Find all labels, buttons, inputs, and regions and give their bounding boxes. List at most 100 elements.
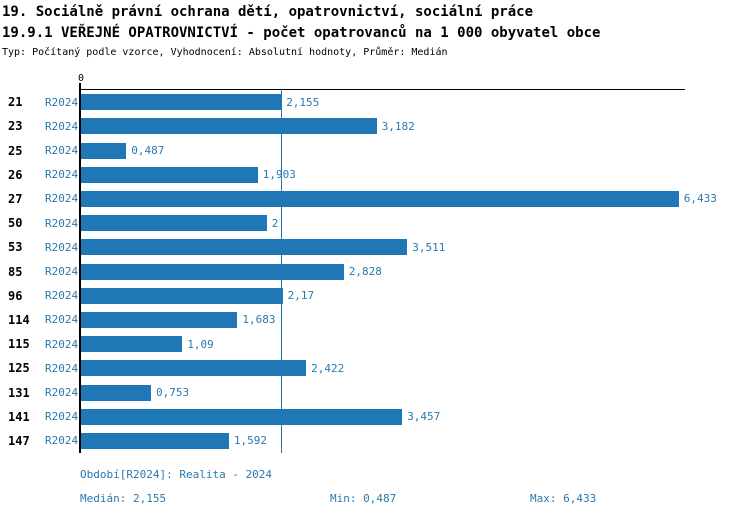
row-category-label: 85 (8, 264, 23, 279)
chart-row: 125 R2024 2,422 (0, 356, 750, 380)
bar-value-label: 1,09 (187, 337, 214, 351)
bar (81, 118, 377, 135)
row-category-label: 53 (8, 240, 23, 255)
row-category-label: 131 (8, 385, 30, 400)
bar-value-label: 2,17 (287, 289, 315, 303)
page-title: 19. Sociálně právní ochrana dětí, opatro… (2, 4, 534, 20)
row-category-label: 21 (8, 95, 23, 110)
row-series-label: R2024 (45, 95, 79, 109)
row-bar-area: 3,457 (81, 405, 750, 429)
bar-value-label: 2,422 (311, 361, 345, 375)
bar (81, 142, 127, 159)
y-axis-line (79, 83, 81, 453)
bar (81, 360, 307, 377)
row-bar-area: 2,17 (81, 284, 750, 308)
bar (81, 384, 151, 401)
chart-title: 19.9.1 VEŘEJNÉ OPATROVNICTVÍ - počet opa… (2, 25, 601, 41)
chart-row: 115 R2024 1,09 (0, 332, 750, 356)
row-series-label: R2024 (45, 119, 79, 133)
row-bar-area: 2,828 (81, 259, 750, 283)
chart-row: 27 R2024 6,433 (0, 187, 750, 211)
row-series-label: R2024 (45, 361, 79, 375)
bar (81, 408, 403, 425)
bar (81, 190, 679, 207)
x-axis-top-line (80, 89, 685, 90)
row-bar-area: 2,155 (81, 90, 750, 114)
bar (81, 336, 183, 353)
row-category-label: 114 (8, 312, 30, 327)
row-series-label: R2024 (45, 265, 79, 279)
bar-value-label: 3,457 (407, 410, 441, 424)
row-bar-area: 2,422 (81, 356, 750, 380)
bar (81, 287, 283, 304)
chart-row: 96 R2024 2,17 (0, 284, 750, 308)
chart-row: 147 R2024 1,592 (0, 429, 750, 453)
row-bar-area: 1,903 (81, 163, 750, 187)
row-bar-area: 1,592 (81, 429, 750, 453)
row-category-label: 25 (8, 143, 23, 158)
row-category-label: 26 (8, 167, 23, 182)
bar-value-label: 6,433 (683, 192, 717, 206)
row-bar-area: 0,753 (81, 380, 750, 404)
footer-period-label: Období[R2024]: Realita - 2024 (80, 468, 273, 481)
row-series-label: R2024 (45, 192, 79, 206)
row-category-label: 50 (8, 216, 23, 231)
chart-row: 25 R2024 0,487 (0, 138, 750, 162)
x-axis-zero-tick-label: 0 (77, 73, 85, 84)
row-series-label: R2024 (45, 337, 79, 351)
row-bar-area: 3,182 (81, 114, 750, 138)
row-category-label: 141 (8, 409, 30, 424)
bar (81, 432, 229, 449)
row-category-label: 27 (8, 191, 23, 206)
row-category-label: 125 (8, 361, 30, 376)
bar-value-label: 0,753 (156, 386, 190, 400)
bar-chart: 21 R2024 2,155 23 R2024 3,182 25 R2024 0,487 26 R2… (0, 90, 750, 453)
footer-min-label: Min: 0,487 (330, 492, 397, 505)
bar-value-label: 1,903 (262, 168, 296, 182)
chart-subtitle: Typ: Počítaný podle vzorce, Vyhodnocení:… (2, 47, 448, 58)
row-series-label: R2024 (45, 386, 79, 400)
bar (81, 239, 408, 256)
chart-row: 131 R2024 0,753 (0, 380, 750, 404)
bar-value-label: 2,828 (348, 265, 382, 279)
bar (81, 166, 258, 183)
row-bar-area: 1,683 (81, 308, 750, 332)
footer-max-label: Max: 6,433 (530, 492, 597, 505)
chart-row: 85 R2024 2,828 (0, 259, 750, 283)
bar-value-label: 1,683 (242, 313, 276, 327)
bar-value-label: 3,511 (412, 240, 446, 254)
row-series-label: R2024 (45, 240, 79, 254)
bar-value-label: 2,155 (286, 95, 320, 109)
row-category-label: 115 (8, 337, 30, 352)
bar-value-label: 1,592 (233, 434, 268, 448)
row-bar-area: 1,09 (81, 332, 750, 356)
bar-value-label: 2 (271, 216, 279, 230)
row-series-label: R2024 (45, 216, 79, 230)
row-series-label: R2024 (45, 144, 79, 157)
bar-value-label: 0,487 (131, 144, 165, 157)
chart-row: 23 R2024 3,182 (0, 114, 750, 138)
row-series-label: R2024 (45, 313, 79, 327)
row-series-label: R2024 (45, 410, 79, 424)
bar (81, 215, 267, 232)
chart-row: 50 R2024 2 (0, 211, 750, 235)
row-series-label: R2024 (45, 434, 79, 448)
row-category-label: 23 (8, 119, 23, 134)
row-series-label: R2024 (45, 289, 79, 303)
bar (81, 311, 238, 328)
chart-row: 26 R2024 1,903 (0, 163, 750, 187)
chart-row: 53 R2024 3,511 (0, 235, 750, 259)
row-bar-area: 2 (81, 211, 750, 235)
bar (81, 263, 344, 280)
bar-value-label: 3,182 (381, 119, 415, 133)
row-bar-area: 6,433 (81, 187, 750, 211)
row-bar-area: 3,511 (81, 235, 750, 259)
chart-row: 114 R2024 1,683 (0, 308, 750, 332)
row-series-label: R2024 (45, 168, 79, 182)
chart-row: 21 R2024 2,155 (0, 90, 750, 114)
bar (81, 94, 282, 111)
footer-median-label: Medián: 2,155 (80, 492, 167, 505)
chart-row: 141 R2024 3,457 (0, 405, 750, 429)
row-category-label: 147 (8, 433, 30, 448)
